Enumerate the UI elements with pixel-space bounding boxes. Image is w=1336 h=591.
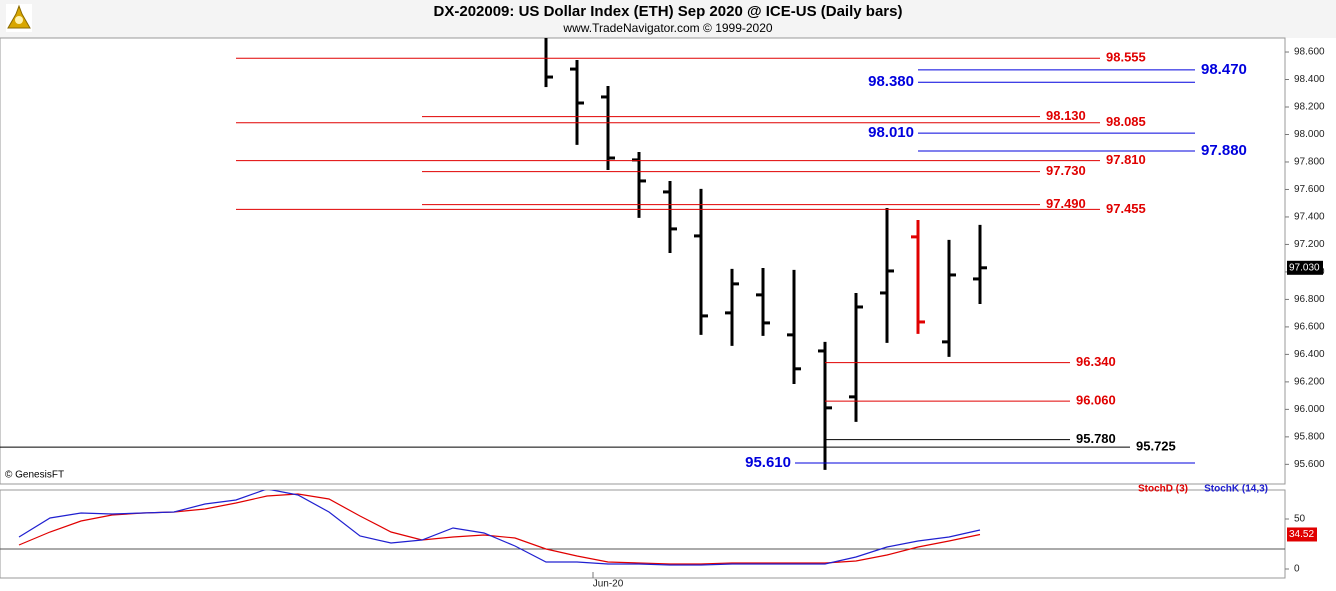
chart-title: DX-202009: US Dollar Index (ETH) Sep 202… (434, 3, 903, 20)
y-tick-label: 97.800 (1294, 157, 1325, 168)
level-label: 96.060 (1076, 393, 1116, 408)
y-tick-label: 96.800 (1294, 294, 1325, 305)
y-tick-label: 98.000 (1294, 129, 1325, 140)
level-label: 98.555 (1106, 50, 1146, 65)
y-tick-label: 98.600 (1294, 47, 1325, 58)
y-tick-label: 0 (1294, 564, 1300, 575)
level-label: 97.490 (1046, 196, 1086, 211)
legend-entry: StochD (3) (1138, 484, 1188, 495)
level-label: 97.730 (1046, 163, 1086, 178)
level-label: 97.455 (1106, 201, 1146, 216)
annotations: 98.555 98.470 98.380 98.130 98.085 98.010 97.8… (0, 50, 1247, 471)
last-price-label: 97.030 (1289, 262, 1320, 273)
axes: 95.600 95.800 96.000 96.200 96.400 96.600 96.8… (592, 47, 1325, 590)
level-label: 97.880 (1201, 142, 1247, 159)
price-plot (544, 38, 987, 470)
y-tick-label: 96.600 (1294, 322, 1325, 333)
y-tick-label: 96.200 (1294, 377, 1325, 388)
y-tick-label: 50 (1294, 514, 1306, 525)
y-tick-label: 95.800 (1294, 431, 1325, 442)
title-bar (0, 0, 1336, 38)
level-label: 98.470 (1201, 61, 1247, 78)
y-tick-label: 97.600 (1294, 184, 1325, 195)
stoch-line (18, 493, 981, 565)
y-tick-label: 98.200 (1294, 102, 1325, 113)
y-tick-label: 97.400 (1294, 212, 1325, 223)
stoch-line (18, 490, 981, 566)
level-label: 98.380 (868, 73, 914, 90)
source-note: © GenesisFT (5, 470, 64, 481)
y-tick-label: 97.200 (1294, 239, 1325, 250)
level-label: 95.610 (745, 454, 791, 471)
last-price-box (1287, 260, 1323, 275)
y-tick-label: 95.600 (1294, 459, 1325, 470)
level-label: 98.130 (1046, 108, 1086, 123)
y-tick-label: 96.000 (1294, 404, 1325, 415)
stoch-panel (0, 489, 1286, 579)
y-tick-label: 98.400 (1294, 74, 1325, 85)
level-label: 98.085 (1106, 114, 1146, 129)
level-label: 96.340 (1076, 354, 1116, 369)
legend-entry: StochK (14,3) (1204, 484, 1268, 495)
level-label: 98.010 (868, 124, 914, 141)
price-panel (0, 37, 1286, 485)
stoch-plot (0, 490, 1285, 566)
chart-subtitle: www.TradeNavigator.com © 1999-2020 (562, 21, 772, 35)
value-label: 34.52 (1289, 529, 1314, 540)
x-tick-label: Jun-20 (593, 579, 624, 590)
y-tick-label: 96.400 (1294, 349, 1325, 360)
logo (6, 4, 32, 32)
level-label: 95.780 (1076, 431, 1116, 446)
level-label: 95.725 (1136, 439, 1176, 454)
level-label: 97.810 (1106, 152, 1146, 167)
value-box (1287, 527, 1317, 542)
